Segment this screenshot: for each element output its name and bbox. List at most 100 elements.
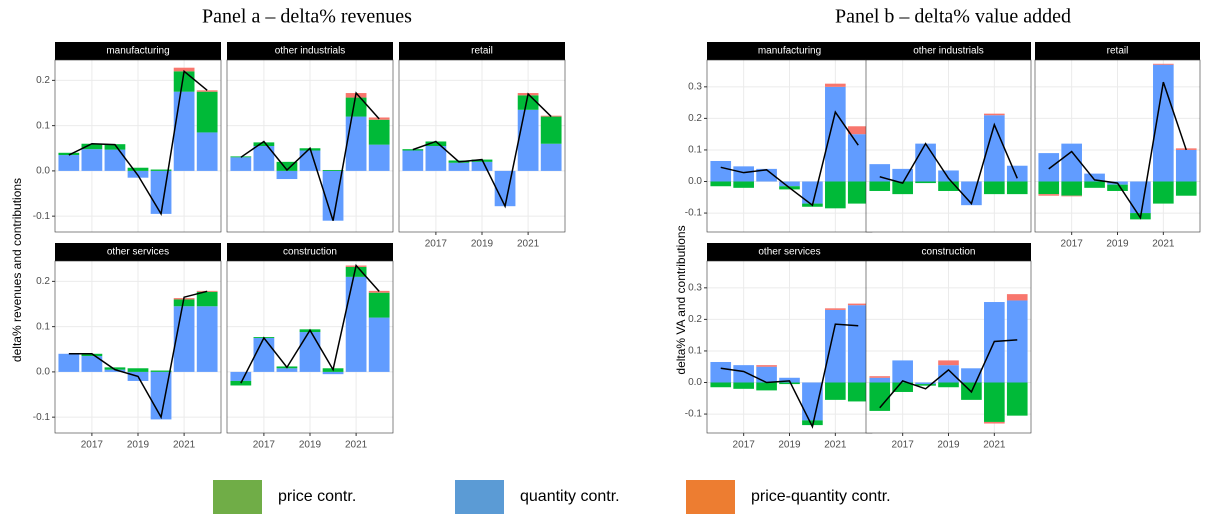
strip [866, 243, 1031, 261]
bar [58, 152, 80, 156]
bar [345, 266, 367, 277]
bar [402, 149, 424, 151]
bar [368, 292, 390, 318]
bar [253, 146, 275, 171]
y-tick-label: -0.1 [685, 409, 703, 420]
strip-label: retail [1107, 46, 1129, 57]
panel-title: Panel a – delta% revenues [202, 6, 412, 28]
y-tick-label: 0.2 [36, 75, 50, 86]
bar [733, 166, 754, 182]
bar [448, 162, 470, 171]
bar [984, 181, 1005, 195]
bar [81, 143, 103, 150]
bar [892, 181, 913, 195]
bar [322, 169, 344, 171]
total-line [240, 91, 380, 221]
bar [196, 91, 218, 133]
bar [196, 306, 218, 372]
bar [104, 144, 126, 150]
x-tick-label: 2019 [1106, 239, 1129, 250]
bar [517, 109, 539, 171]
bar [1061, 195, 1082, 197]
bar [402, 150, 424, 171]
bar [81, 353, 103, 357]
strip-label: other services [758, 247, 820, 258]
panel-border [1034, 59, 1201, 233]
x-tick-label: 2017 [253, 440, 276, 451]
strip [55, 243, 221, 261]
bar [1153, 63, 1174, 65]
total-line [720, 110, 859, 207]
bar [1175, 181, 1197, 196]
bar [322, 371, 344, 375]
bar [825, 181, 846, 209]
bar [1061, 181, 1082, 196]
bar [756, 366, 777, 383]
strip [399, 42, 565, 60]
x-tick-label: 2021 [173, 440, 196, 451]
legend-swatch [455, 480, 504, 514]
bar [779, 377, 800, 383]
legend-label: price contr. [278, 488, 356, 505]
bar [847, 181, 869, 204]
bar [984, 421, 1005, 424]
y-tick-label: 0.1 [36, 120, 50, 131]
bar [825, 382, 846, 400]
strip-label: manufacturing [758, 46, 821, 57]
strip [55, 42, 221, 60]
legend-swatch [686, 480, 735, 514]
total-line [412, 92, 552, 209]
strip-label: other industrials [275, 46, 346, 57]
y-axis-label: delta% revenues and contributions [10, 178, 24, 362]
bar [915, 181, 936, 184]
y-tick-label: 0.0 [688, 176, 702, 187]
x-tick-label: 2019 [127, 440, 150, 451]
panel-border [865, 260, 1032, 434]
total-line [720, 323, 859, 429]
bar [710, 160, 732, 182]
bar [1038, 153, 1060, 182]
bar [825, 83, 846, 87]
bar [471, 161, 493, 171]
x-tick-label: 2019 [471, 239, 494, 250]
bar [892, 168, 913, 182]
bar [938, 181, 959, 191]
bar [825, 308, 846, 310]
bar [368, 290, 390, 293]
bar [322, 170, 344, 221]
bar [802, 420, 823, 426]
bar [1006, 294, 1028, 301]
bar [825, 86, 846, 182]
strip [1035, 42, 1200, 60]
bar [1153, 64, 1174, 182]
bar [847, 305, 869, 383]
y-tick-label: 0.2 [36, 276, 50, 287]
bar [710, 181, 732, 187]
bar [81, 356, 103, 372]
bar [276, 161, 298, 171]
strip-label: construction [922, 247, 976, 258]
bar [127, 167, 149, 171]
bar [150, 169, 172, 171]
bar [104, 149, 126, 171]
bar [127, 368, 149, 372]
strip [227, 42, 393, 60]
bar [368, 144, 390, 171]
total-line [879, 339, 1018, 409]
bar [1107, 184, 1128, 191]
y-tick-label: 0.0 [688, 377, 702, 388]
bar [1153, 181, 1174, 204]
bar [938, 382, 959, 388]
bar [368, 119, 390, 145]
y-tick-label: 0.1 [688, 145, 702, 156]
x-tick-label: 2019 [778, 440, 801, 451]
bar [1006, 165, 1028, 182]
bar [1038, 181, 1060, 195]
bar [710, 361, 732, 383]
bar [938, 360, 959, 366]
total-line [68, 69, 208, 217]
bar [58, 155, 80, 171]
bar [756, 382, 777, 391]
panel-border [54, 260, 222, 434]
bar [253, 142, 275, 146]
